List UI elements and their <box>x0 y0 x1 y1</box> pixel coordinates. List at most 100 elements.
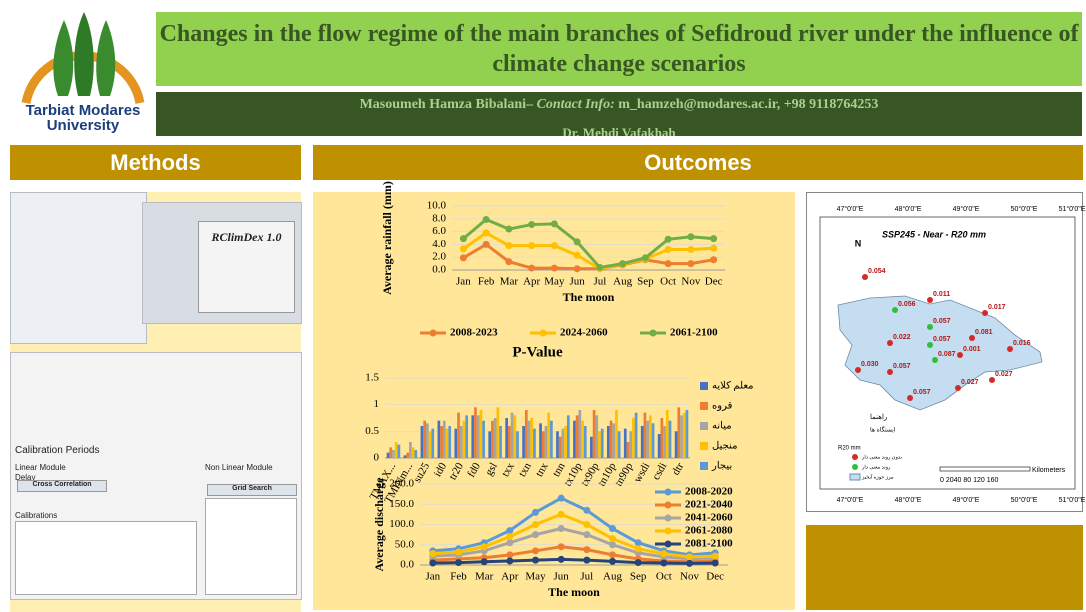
bar <box>612 423 616 458</box>
legend-label: بدون روند معنی دار <box>861 454 902 460</box>
lon-label: 50°0'0"E <box>1011 205 1038 213</box>
bar <box>411 447 415 458</box>
x-tick-label: Jan <box>456 276 471 288</box>
y-tick-label: 1 <box>374 398 380 410</box>
bar <box>465 415 469 458</box>
x-tick-label: Oct <box>660 276 676 288</box>
data-point <box>687 233 695 241</box>
bar <box>482 420 485 458</box>
data-point <box>550 242 558 250</box>
legend-swatch <box>429 329 437 337</box>
legend-label: 2061-2100 <box>670 327 718 339</box>
legend-label: R20 mm <box>838 446 861 452</box>
data-point <box>528 221 536 229</box>
data-point <box>480 558 488 566</box>
data-point <box>660 550 668 558</box>
legend-label: معلم کلایه <box>712 380 754 391</box>
bar <box>651 423 655 458</box>
bar <box>406 452 410 458</box>
bar <box>615 410 618 458</box>
bar <box>533 428 536 458</box>
bar <box>499 426 502 458</box>
y-tick-label: 0.5 <box>365 425 379 437</box>
app-window: RClimDex 1.0 <box>198 221 295 313</box>
bar <box>476 415 480 458</box>
bar <box>617 431 621 458</box>
data-point <box>711 559 719 567</box>
y-tick-label: 1.5 <box>365 372 379 384</box>
data-point <box>687 246 695 254</box>
data-point <box>550 220 558 228</box>
data-point <box>634 539 642 547</box>
station <box>892 307 898 313</box>
bar <box>590 436 593 458</box>
data-point <box>573 265 581 273</box>
lon-label: 48°0'0"E <box>895 205 922 213</box>
legend-label: 2081-2100 <box>685 538 733 550</box>
series-line <box>432 512 716 559</box>
data-point <box>583 531 591 539</box>
legend-label: 2061-2080 <box>685 525 733 537</box>
logo: Tarbiat Modares University <box>21 12 145 133</box>
label: Calibrations <box>15 511 58 520</box>
series-line <box>432 496 716 557</box>
station-label: 0.081 <box>975 329 993 336</box>
data-point <box>557 555 565 563</box>
data-point <box>609 535 616 543</box>
bar <box>629 431 633 458</box>
station-label: 0.057 <box>913 389 931 396</box>
data-point <box>459 245 467 253</box>
data-point <box>506 533 514 541</box>
station <box>855 367 861 373</box>
data-point <box>573 251 581 259</box>
station-label: 0.057 <box>893 363 911 370</box>
y-tick-label: 150.0 <box>389 498 414 510</box>
data-point <box>505 225 513 233</box>
legend-symbol <box>849 473 861 481</box>
data-point <box>609 541 616 549</box>
bar <box>573 420 576 458</box>
contact: m_hamzeh@modares.ac.ir, +98 9118764253 <box>618 97 879 112</box>
data-point <box>532 508 539 516</box>
lon-label: 51°0'0"E <box>1059 205 1086 213</box>
bar <box>516 431 519 458</box>
data-point <box>455 559 462 567</box>
y-tick-label: 50.0 <box>395 538 415 550</box>
lon-label: 49°0'0"E <box>953 205 980 213</box>
x-tick-label: Oct <box>656 571 672 583</box>
data-point <box>583 506 591 514</box>
bar <box>442 420 446 458</box>
legend-swatch <box>664 540 672 548</box>
legend-swatch <box>649 329 657 337</box>
bar <box>457 412 460 458</box>
data-point <box>596 263 604 271</box>
legend-label: 2008-2020 <box>685 486 733 498</box>
button: Grid Search <box>207 484 297 496</box>
data-point <box>482 240 490 248</box>
x-tick-label: Mar <box>475 571 494 583</box>
section-header: Outcomes <box>313 145 1083 180</box>
station-label: 0.022 <box>893 334 911 341</box>
scale-unit: Kilometers <box>1032 467 1066 474</box>
label: Linear Module <box>15 463 66 472</box>
data-point <box>532 521 539 528</box>
bar <box>680 415 683 458</box>
station <box>1007 346 1013 352</box>
data-point <box>634 545 642 553</box>
x-tick-label: Mar <box>500 276 519 288</box>
x-tick-label: tnx <box>533 460 551 479</box>
x-tick-label: Aug <box>603 571 622 583</box>
data-point <box>711 552 719 560</box>
bar <box>677 407 681 458</box>
data-point <box>583 521 591 528</box>
data-point <box>506 539 514 547</box>
x-tick-label: May <box>525 571 546 583</box>
x-tick-label: Feb <box>450 571 467 583</box>
author-line: Masoumeh Hamza Bibalani– Contact Info: m… <box>156 97 1082 113</box>
station-label: 0.017 <box>988 304 1006 311</box>
legend-symbol <box>852 464 858 470</box>
x-tick-label: Sep <box>637 276 654 288</box>
station <box>927 342 933 348</box>
